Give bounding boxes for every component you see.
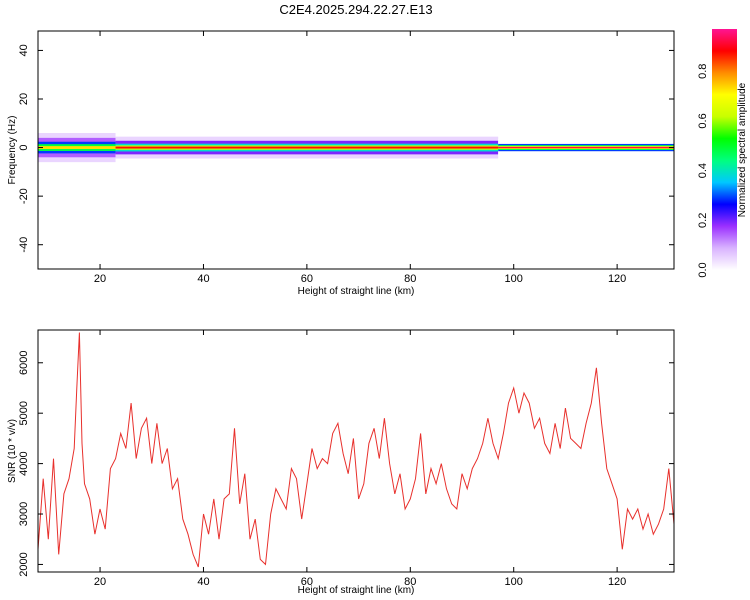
colorbar-tick-label: 0.8	[697, 64, 709, 79]
colorbar-tick-label: 0.4	[697, 163, 709, 178]
spectrogram-band-2-level-4	[498, 146, 674, 149]
x-tick-label: 120	[608, 576, 626, 588]
x-tick-label: 20	[94, 576, 106, 588]
x-tick-label: 60	[301, 576, 313, 588]
snr-y-ticks: 2000 3000 4000 5000 6000	[18, 351, 674, 577]
x-tick-label: 40	[197, 576, 209, 588]
colorbar-tick-label: 0.2	[697, 213, 709, 228]
spectrogram-y-ticks: -40 -20 0 20 40	[18, 44, 674, 253]
y-tick-label: 5000	[18, 401, 30, 425]
x-tick-label: 40	[197, 273, 209, 285]
spectrogram-band-1-level-4	[115, 146, 499, 149]
x-tick-label: 80	[404, 576, 416, 588]
spectrogram-band-0-level-4	[38, 146, 116, 150]
snr-x-ticks: 20 40 60 80 100 120	[94, 330, 626, 588]
y-tick-label: 6000	[18, 351, 30, 375]
x-tick-label: 100	[505, 576, 523, 588]
y-tick-label: 3000	[18, 502, 30, 526]
snr-series-line	[38, 332, 674, 568]
y-tick-label: 4000	[18, 451, 30, 475]
y-tick-label: 0	[18, 145, 30, 151]
colorbar: 0.0 0.2 0.4 0.6 0.8 Normalized spectral ampl…	[697, 29, 748, 278]
colorbar-tick-label: 0.6	[697, 113, 709, 128]
spectrogram-x-ticks: 20 40 60 80 100 120	[94, 31, 626, 285]
spectrogram-x-label: Height of straight line (km)	[298, 286, 415, 297]
snr-x-label: Height of straight line (km)	[298, 585, 415, 596]
y-tick-label: -40	[18, 237, 30, 253]
colorbar-strip	[712, 29, 737, 270]
x-tick-label: 20	[94, 273, 106, 285]
spectrogram-frame	[37, 30, 675, 270]
snr-frame	[37, 329, 675, 573]
spectrogram-panel: 20 40 60 80 100 120 -40 -20 0 20 40 Height of str…	[7, 30, 675, 297]
snr-panel: 20 40 60 80 100 120 2000 3000 4000 5000 6000 Heig…	[7, 329, 675, 596]
figure-title: C2E4.2025.294.22.27.E13	[279, 2, 432, 17]
y-tick-label: 40	[18, 44, 30, 56]
y-tick-label: 2000	[18, 552, 30, 576]
colorbar-tick-label: 0.0	[697, 262, 709, 277]
snr-y-label: SNR (10 * v/v)	[7, 419, 18, 483]
colorbar-label: Normalized spectral amplitude	[737, 82, 748, 217]
x-tick-label: 60	[301, 273, 313, 285]
spectrogram-y-label: Frequency (Hz)	[7, 116, 18, 185]
colorbar-ticks: 0.0 0.2 0.4 0.6 0.8	[697, 64, 709, 278]
x-tick-label: 80	[404, 273, 416, 285]
x-tick-label: 120	[608, 273, 626, 285]
x-tick-label: 100	[505, 273, 523, 285]
spectrogram-cells	[38, 133, 674, 163]
snr-plot-area	[38, 330, 674, 572]
y-tick-label: -20	[18, 188, 30, 204]
y-tick-label: 20	[18, 93, 30, 105]
